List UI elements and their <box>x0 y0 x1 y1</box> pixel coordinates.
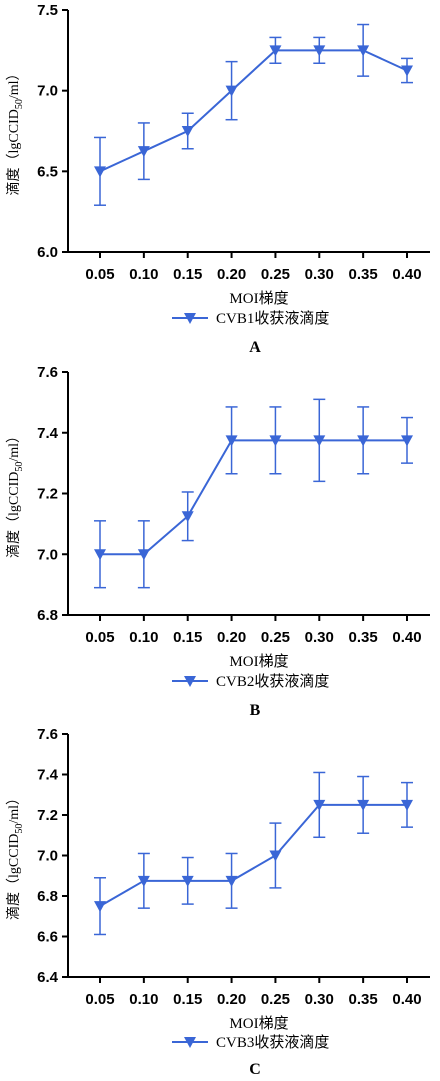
y-tick-label: 6.6 <box>37 929 58 946</box>
x-tick-label: 0.30 <box>305 991 334 1008</box>
data-point <box>181 511 194 523</box>
x-axis-title: MOI梯度 <box>229 653 288 670</box>
y-axis-title: 滴度（lgCCID50/ml） <box>5 66 25 195</box>
x-tick-label: 0.10 <box>129 629 158 646</box>
x-tick-label: 0.30 <box>305 266 334 283</box>
x-tick-label: 0.30 <box>305 629 334 646</box>
series-line <box>99 803 407 907</box>
y-axis-title-subscript: 50 <box>14 462 25 472</box>
data-point <box>181 126 194 137</box>
y-tick-label: 6.5 <box>37 163 58 180</box>
data-point <box>137 146 150 158</box>
y-axis-title-suffix: /ml） <box>6 66 22 99</box>
x-tick-label: 0.05 <box>85 266 114 283</box>
y-tick-label: 7.4 <box>37 425 59 442</box>
y-axis-title-subscript: 50 <box>14 99 25 109</box>
x-tick-label: 0.25 <box>261 266 290 283</box>
y-tick-label: 6.8 <box>37 607 58 624</box>
x-tick-label: 0.35 <box>349 266 378 283</box>
data-point <box>313 45 326 57</box>
y-tick-label: 6.0 <box>37 244 58 261</box>
data-point <box>225 435 238 447</box>
data-point <box>181 875 194 887</box>
series-line <box>100 439 407 556</box>
data-point <box>94 901 106 913</box>
x-tick-label: 0.20 <box>217 266 246 283</box>
data-point <box>313 799 326 811</box>
data-point <box>401 65 413 77</box>
y-axis-title-suffix: /ml） <box>6 791 22 824</box>
x-tick-label: 0.35 <box>349 991 378 1008</box>
x-tick-label: 0.10 <box>129 991 158 1008</box>
x-tick-label: 0.05 <box>85 991 114 1008</box>
data-point <box>357 45 370 57</box>
x-tick-label: 0.25 <box>261 629 290 646</box>
x-tick-label: 0.35 <box>349 629 378 646</box>
x-tick-label: 0.40 <box>392 629 421 646</box>
y-tick-label: 7.0 <box>37 83 58 100</box>
data-point <box>137 549 150 561</box>
series-line <box>99 49 408 173</box>
data-point <box>401 435 413 447</box>
data-point <box>357 799 370 811</box>
data-point <box>225 85 238 97</box>
legend-label: CVB2收获液滴度 <box>216 672 329 690</box>
legend-marker <box>184 676 196 687</box>
chart-panel-b: 6.8 7.0 7.2 7.4 7.6 0.05 0.10 0.15 0.20 0.25 0.30 0… <box>5 364 430 719</box>
data-point <box>313 435 326 447</box>
y-tick-label: 6.4 <box>37 969 59 986</box>
y-tick-label: 7.6 <box>37 726 58 743</box>
data-point <box>94 549 106 561</box>
y-axis-title-prefix: 滴度（lgCCID <box>5 109 22 195</box>
y-axis-title-prefix: 滴度（lgCCID <box>5 834 22 920</box>
y-tick-label: 7.2 <box>37 807 58 824</box>
x-tick-label: 0.20 <box>217 991 246 1008</box>
y-tick-label: 7.6 <box>37 364 58 381</box>
x-tick-label: 0.15 <box>173 991 202 1008</box>
data-point <box>94 166 106 178</box>
y-axis-title-prefix: 滴度（lgCCID <box>5 472 22 558</box>
y-tick-label: 7.4 <box>37 767 59 784</box>
panel-label: B <box>250 702 261 719</box>
data-point <box>269 45 282 57</box>
y-axis-title-subscript: 50 <box>14 824 25 834</box>
x-tick-label: 0.25 <box>261 991 290 1008</box>
legend-marker <box>184 1037 196 1048</box>
y-tick-label: 6.8 <box>37 888 58 905</box>
x-axis-title: MOI梯度 <box>229 290 288 307</box>
x-axis-title: MOI梯度 <box>229 1015 288 1032</box>
y-axis-title: 滴度（lgCCID50/ml） <box>5 429 25 558</box>
x-tick-label: 0.20 <box>217 629 246 646</box>
chart-panel-c: 6.4 6.6 6.8 7.0 7.2 7.4 7.6 0.05 0.10 0.15 0.20 0.2… <box>5 726 430 1078</box>
data-point <box>269 435 282 447</box>
y-axis-title-suffix: /ml） <box>6 429 22 462</box>
x-tick-label: 0.05 <box>85 629 114 646</box>
legend-marker <box>184 313 196 324</box>
data-point <box>225 875 238 887</box>
x-tick-label: 0.15 <box>173 629 202 646</box>
x-tick-label: 0.40 <box>392 266 421 283</box>
legend-label: CVB3收获液滴度 <box>216 1033 329 1051</box>
y-tick-label: 7.0 <box>37 848 58 865</box>
chart-panel-a: 6.0 6.5 7.0 7.5 0.05 0.10 0.15 0.20 0.25 0.30 0.35… <box>5 2 430 356</box>
y-tick-label: 7.0 <box>37 546 58 563</box>
legend-label: CVB1收获液滴度 <box>216 309 329 327</box>
data-point <box>269 850 282 862</box>
y-tick-label: 7.2 <box>37 486 58 503</box>
panel-label: C <box>249 1061 261 1078</box>
y-tick-label: 7.5 <box>37 2 58 19</box>
data-point <box>401 799 413 811</box>
x-tick-label: 0.40 <box>392 991 421 1008</box>
x-tick-label: 0.15 <box>173 266 202 283</box>
data-point <box>137 875 150 887</box>
panel-label: A <box>249 339 261 356</box>
data-point <box>357 435 370 447</box>
x-tick-label: 0.10 <box>129 266 158 283</box>
y-axis-title: 滴度（lgCCID50/ml） <box>5 791 25 920</box>
